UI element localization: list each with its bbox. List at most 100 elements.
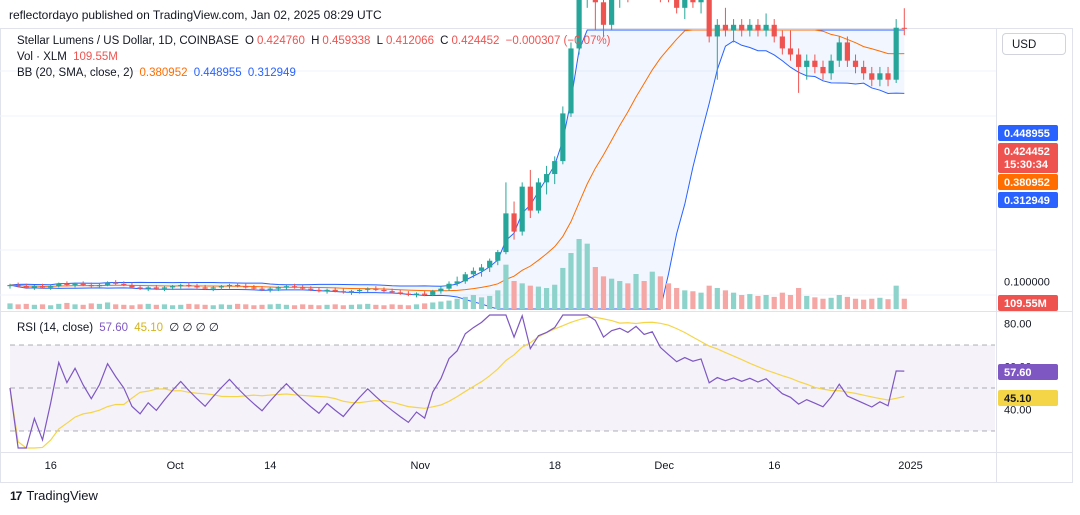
- bb-label[interactable]: BB (20, SMA, close, 2): [17, 67, 134, 79]
- candle-body: [763, 24, 769, 31]
- volume-bar: [226, 304, 233, 309]
- candle-body: [844, 42, 850, 61]
- volume-bar: [755, 295, 761, 309]
- candle-body: [706, 0, 712, 37]
- chart-frame[interactable]: [0, 28, 1073, 483]
- volume-bar: [714, 288, 720, 309]
- volume-bar: [901, 298, 907, 309]
- volume-bar: [739, 295, 745, 309]
- symbol-legend: Stellar Lumens / US Dollar, 1D, COINBASE…: [17, 35, 614, 47]
- volume-bar: [373, 304, 379, 309]
- volume-bar: [779, 292, 785, 309]
- volume-bar: [88, 303, 94, 309]
- volume-bar: [730, 292, 737, 309]
- candle-body: [129, 284, 135, 288]
- volume-bar: [178, 304, 184, 309]
- candle-body: [543, 174, 550, 183]
- candle-body: [682, 0, 688, 8]
- volume-bar: [137, 304, 143, 309]
- candle-body: [235, 284, 241, 287]
- volume-bar: [495, 290, 501, 309]
- volume-bar: [682, 290, 688, 309]
- candle-body: [291, 286, 298, 288]
- volume-bar: [804, 295, 810, 309]
- volume-legend: Vol · XLM 109.55M: [17, 51, 121, 63]
- low-value: 0.412066: [386, 35, 434, 47]
- candle-body: [218, 286, 224, 288]
- close-label: C: [440, 35, 449, 47]
- time-axis-tick: 16: [45, 460, 57, 472]
- volume-tag-bg: [998, 295, 1058, 311]
- candle-body: [31, 286, 37, 288]
- candle-body: [722, 24, 729, 31]
- candle-body: [413, 293, 420, 295]
- currency-button[interactable]: USD: [1002, 33, 1066, 55]
- bb-upper-tag-bg: [998, 125, 1058, 141]
- candle-body: [275, 287, 281, 289]
- volume-bar: [844, 296, 850, 309]
- bb-lower-value: 0.312949: [247, 67, 296, 79]
- candle-body: [527, 186, 533, 211]
- volume-bar: [316, 305, 322, 309]
- volume-bar: [365, 303, 371, 309]
- candle-body: [609, 0, 615, 25]
- rsi-tag: 57.60: [1004, 367, 1032, 379]
- volume-bar: [487, 295, 493, 309]
- volume-bar: [235, 303, 241, 309]
- candle-body: [478, 267, 485, 271]
- candle-body: [202, 287, 208, 289]
- volume-bar: [470, 295, 477, 309]
- volume-bar: [194, 304, 200, 309]
- candle-body: [145, 287, 151, 289]
- candle-body: [283, 286, 290, 288]
- time-axis-tick: 18: [549, 460, 561, 472]
- candle-body: [568, 48, 574, 114]
- candle-body: [592, 0, 598, 3]
- rsi-value: 57.60: [99, 322, 129, 334]
- rsi-axis-tick: 40.00: [1004, 405, 1032, 417]
- volume-bar: [308, 304, 314, 309]
- rsi-label[interactable]: RSI (14, close): [17, 322, 94, 334]
- bb-upper-tag: 0.448955: [1004, 128, 1050, 140]
- volume-bar: [511, 281, 517, 309]
- open-label: O: [244, 35, 254, 47]
- volume-bar: [430, 302, 436, 309]
- volume-bar: [381, 305, 387, 309]
- price-axis-tick: 0.100000: [1004, 276, 1050, 288]
- candle-body: [422, 293, 428, 295]
- candle-body: [771, 24, 777, 37]
- candle-body: [96, 284, 103, 287]
- volume-bar: [641, 281, 647, 309]
- symbol-title[interactable]: Stellar Lumens / US Dollar, 1D, COINBASE: [17, 35, 239, 47]
- candle-body: [446, 283, 452, 289]
- volume-bar: [96, 303, 103, 309]
- candle-body: [820, 66, 826, 74]
- candle-body: [210, 287, 216, 289]
- candle-body: [405, 293, 411, 295]
- volume-bar: [568, 253, 574, 309]
- tradingview-logo-icon: 17: [10, 488, 22, 503]
- candle-body: [80, 283, 86, 285]
- volume-bar: [600, 276, 607, 309]
- candle-body: [535, 182, 542, 211]
- candle-body: [56, 283, 62, 287]
- volume-bar: [202, 304, 208, 309]
- candle-body: [828, 60, 834, 74]
- candle-body: [251, 287, 257, 289]
- candle-body: [877, 73, 883, 80]
- volume-bar: [153, 304, 159, 309]
- volume-bar: [869, 298, 875, 309]
- candle-body: [560, 113, 566, 162]
- volume-bar: [690, 291, 696, 309]
- bb-basis-tag: 0.380952: [1004, 177, 1050, 189]
- candle-body: [389, 291, 395, 293]
- candle-body: [39, 286, 46, 288]
- volume-label[interactable]: Vol · XLM: [17, 51, 67, 63]
- volume-bar: [267, 304, 273, 309]
- volume-bar: [64, 302, 70, 309]
- volume-bar: [560, 267, 566, 309]
- candle-body: [23, 286, 29, 288]
- brand-name[interactable]: TradingView: [26, 488, 98, 503]
- volume-bar: [291, 305, 298, 309]
